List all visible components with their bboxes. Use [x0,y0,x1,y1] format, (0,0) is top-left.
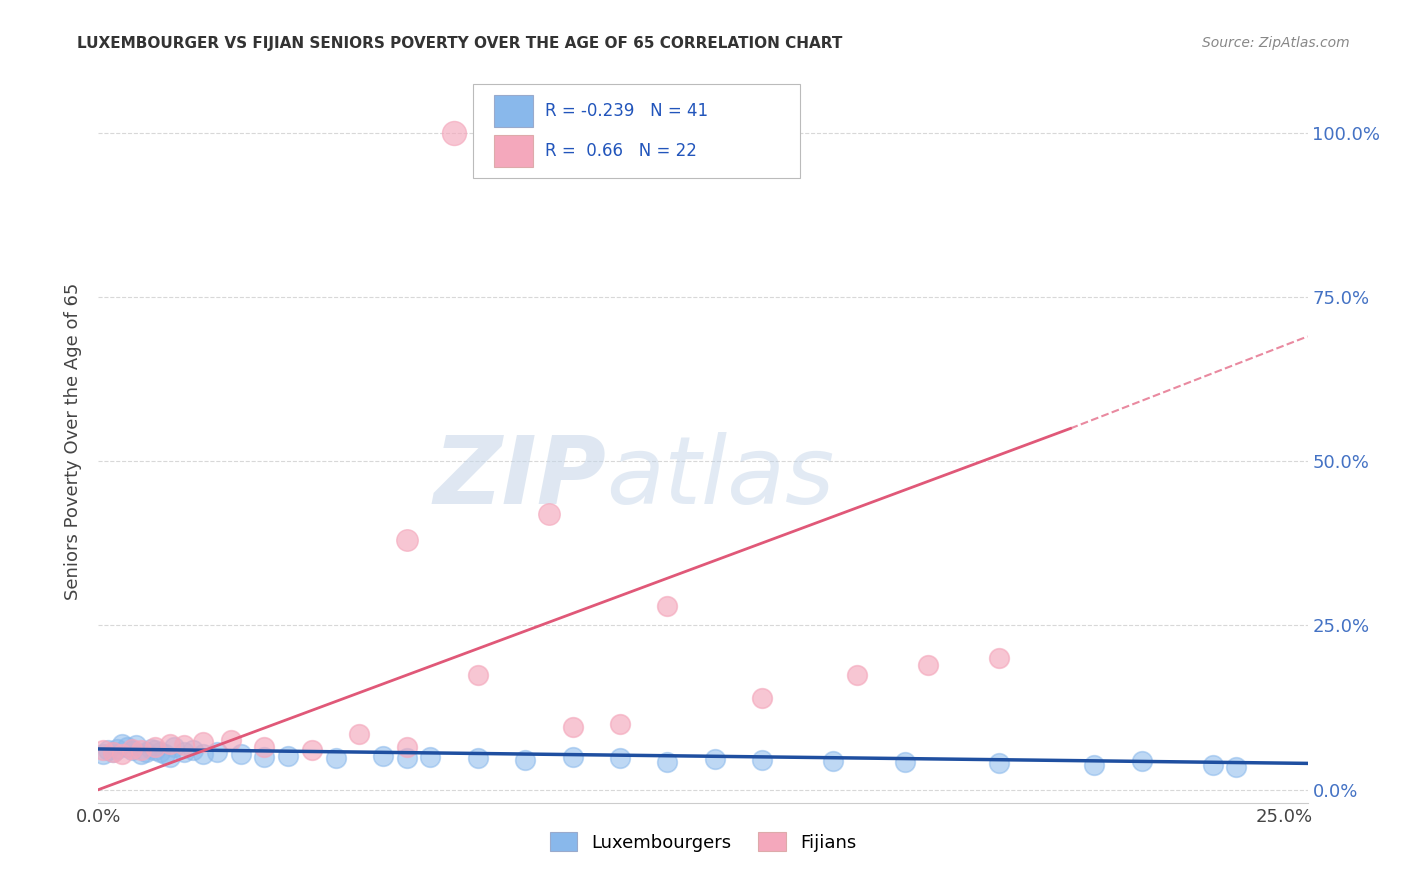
Point [988,756,1011,771]
Point [325,751,347,765]
Point [561,749,583,764]
Point [173,745,195,759]
Text: R =  0.66   N = 22: R = 0.66 N = 22 [544,142,696,160]
FancyBboxPatch shape [474,84,800,178]
Point [125,738,148,752]
Point [139,742,162,756]
Point [277,748,299,763]
Text: R = -0.239   N = 41: R = -0.239 N = 41 [544,102,707,120]
Point [537,507,560,521]
Point [347,727,370,741]
Text: LUXEMBOURGER VS FIJIAN SENIORS POVERTY OVER THE AGE OF 65 CORRELATION CHART: LUXEMBOURGER VS FIJIAN SENIORS POVERTY O… [77,36,842,51]
Point [515,753,537,767]
Point [143,743,166,757]
Point [91,747,114,761]
Point [395,751,418,765]
Point [135,745,157,759]
Point [149,745,172,759]
Point [111,747,134,761]
Point [395,533,418,547]
Point [751,690,773,705]
FancyBboxPatch shape [494,135,533,167]
Y-axis label: Seniors Poverty Over the Age of 65: Seniors Poverty Over the Age of 65 [65,283,83,600]
Point [609,751,631,765]
Point [205,745,228,759]
Text: Source: ZipAtlas.com: Source: ZipAtlas.com [1202,36,1350,50]
Point [988,651,1011,665]
Point [395,739,418,754]
Point [893,755,915,769]
Point [609,717,631,731]
Point [229,747,252,761]
Point [121,743,143,757]
Point [101,745,124,759]
Point [419,749,441,764]
Point [467,667,489,681]
Point [111,737,134,751]
Point [181,743,204,757]
Point [129,743,152,757]
Point [105,742,128,756]
Point [219,733,242,747]
Point [1202,757,1225,772]
Point [301,743,323,757]
Point [121,742,143,756]
Point [173,738,195,752]
Point [159,737,181,751]
Point [467,751,489,765]
Legend: Luxembourgers, Fijians: Luxembourgers, Fijians [543,825,863,859]
Point [129,747,152,761]
Point [703,752,725,766]
Point [751,753,773,767]
Point [657,755,679,769]
Point [253,739,276,754]
Point [1083,757,1105,772]
Point [101,745,124,759]
Point [153,747,176,761]
Point [191,747,214,761]
Point [115,739,138,754]
Point [561,720,583,734]
Point [443,126,465,140]
Point [1225,760,1247,774]
Point [97,743,120,757]
Point [846,667,869,681]
Point [253,749,276,764]
Point [91,743,114,757]
FancyBboxPatch shape [494,95,533,127]
Point [371,748,394,763]
Text: ZIP: ZIP [433,432,606,524]
Point [917,657,939,672]
Text: atlas: atlas [606,432,835,524]
Point [159,749,181,764]
Point [1130,755,1153,769]
Point [657,599,679,613]
Point [191,735,214,749]
Point [163,739,186,754]
Point [823,755,845,769]
Point [143,739,166,754]
